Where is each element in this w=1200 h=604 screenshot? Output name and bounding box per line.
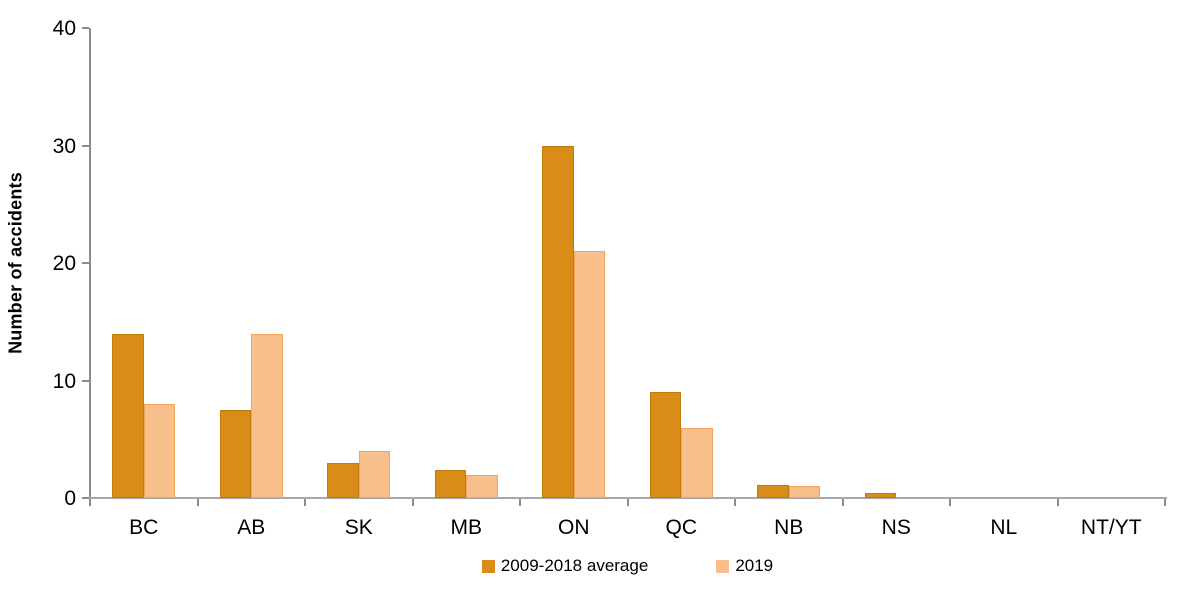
x-cat-label-NB: NB	[774, 516, 804, 539]
y-tick-label-20: 20	[52, 252, 76, 275]
y-tick-mark-40	[82, 27, 89, 29]
plot-area: 0 10 20 30 40 BC AB SK MB ON QC NB NS NL NT/YT	[53, 18, 1167, 538]
bar-current-SK	[358, 451, 391, 498]
bar-current-MB	[466, 474, 498, 498]
bar-current-NB	[788, 486, 821, 498]
bar-current-BC	[143, 404, 176, 498]
bar-current-QC	[681, 427, 713, 498]
y-tick-label-30: 30	[52, 134, 76, 158]
x-tick-mark-3	[411, 499, 414, 506]
y-tick-mark-20	[82, 262, 89, 264]
x-cat-label-NL: NL	[990, 516, 1018, 539]
x-cat-label-SK: SK	[344, 516, 373, 539]
x-tick-mark-9	[1056, 499, 1059, 506]
legend-label: 2019	[735, 556, 774, 575]
y-tick-label-10: 10	[52, 369, 76, 393]
bar-average-MB	[434, 469, 467, 498]
x-cat-label-BC: BC	[129, 516, 159, 539]
legend-label: 2009-2018 average	[500, 556, 649, 575]
x-tick-mark-8	[949, 499, 951, 506]
bar-average-ON	[542, 145, 574, 498]
x-tick-mark-10	[1164, 499, 1166, 506]
x-tick-mark-4	[519, 499, 521, 506]
legend-item-current: 2019	[716, 556, 773, 576]
x-cat-label-NS: NS	[881, 516, 911, 539]
x-cat-label-QC: QC	[665, 516, 698, 539]
bar-current-ON	[573, 251, 606, 498]
x-tick-mark-5	[626, 499, 629, 506]
bar-average-QC	[649, 392, 682, 498]
y-tick-mark-10	[82, 379, 89, 382]
x-tick-mark-0	[89, 499, 91, 506]
legend-swatch-icon	[481, 559, 495, 573]
x-cat-label-ON: ON	[558, 516, 590, 539]
bar-average-NB	[757, 485, 789, 498]
bar-average-BC	[112, 333, 144, 498]
y-tick-mark-0	[82, 497, 89, 499]
y-axis-title: Number of accidents	[5, 172, 26, 354]
legend: 2009-2018 average 2019	[90, 556, 1165, 576]
x-cat-label-NT/YT: NT/YT	[1080, 516, 1142, 539]
y-axis-line	[89, 28, 91, 498]
y-tick-mark-30	[82, 144, 89, 147]
bar-average-NS	[864, 493, 897, 498]
x-cat-label-MB: MB	[450, 516, 483, 539]
x-tick-mark-1	[196, 499, 199, 506]
x-tick-mark-7	[841, 499, 844, 506]
x-axis-line	[88, 497, 1167, 499]
legend-swatch-icon	[716, 559, 730, 573]
legend-item-average: 2009-2018 average	[481, 556, 649, 576]
bar-current-AB	[251, 333, 283, 498]
bar-average-AB	[219, 409, 252, 498]
y-tick-label-40: 40	[52, 17, 76, 40]
y-tick-label-0: 0	[64, 487, 76, 510]
bar-average-SK	[327, 462, 359, 498]
x-tick-mark-6	[734, 499, 736, 506]
x-tick-mark-2	[304, 499, 306, 506]
x-cat-label-AB: AB	[237, 516, 266, 539]
